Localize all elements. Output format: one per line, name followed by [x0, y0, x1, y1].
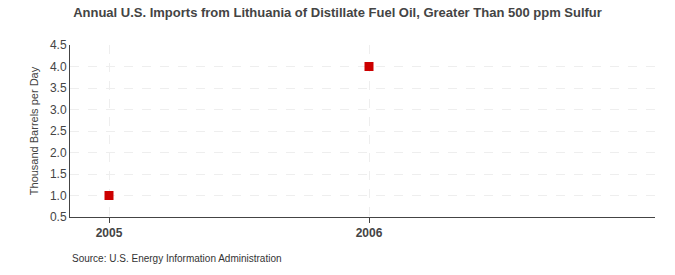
svg-text:Thousand Barrels per Day: Thousand Barrels per Day — [28, 66, 40, 195]
svg-text:Source: U.S. Energy Informatio: Source: U.S. Energy Information Administ… — [72, 253, 282, 264]
svg-text:0.5: 0.5 — [50, 210, 67, 224]
svg-text:3.0: 3.0 — [50, 103, 67, 117]
svg-text:2005: 2005 — [96, 226, 123, 240]
svg-text:4.5: 4.5 — [50, 38, 67, 52]
svg-text:Annual U.S. Imports from Lithu: Annual U.S. Imports from Lithuania of Di… — [73, 5, 602, 20]
svg-text:2006: 2006 — [356, 226, 383, 240]
svg-text:1.5: 1.5 — [50, 167, 67, 181]
svg-text:2.5: 2.5 — [50, 124, 67, 138]
svg-text:4.0: 4.0 — [50, 60, 67, 74]
svg-text:2.0: 2.0 — [50, 146, 67, 160]
svg-text:1.0: 1.0 — [50, 189, 67, 203]
svg-text:3.5: 3.5 — [50, 81, 67, 95]
